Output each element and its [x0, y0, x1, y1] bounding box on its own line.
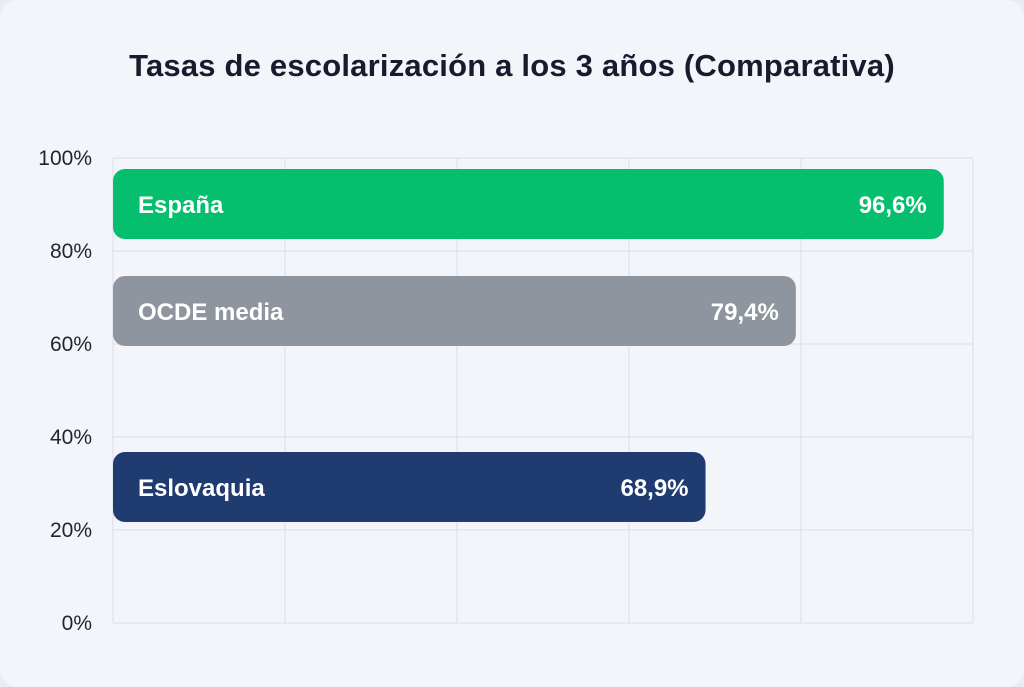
- y-tick-label: 40%: [50, 426, 92, 449]
- bar-value-label: 79,4%: [711, 299, 779, 326]
- y-tick-label: 20%: [50, 519, 92, 542]
- y-tick-label: 100%: [38, 147, 92, 170]
- y-tick-label: 80%: [50, 240, 92, 263]
- bars: España 96,6% OCDE media 79,4% Eslovaquia 68,9…: [113, 169, 944, 522]
- bar-value-label: 96,6%: [859, 192, 927, 219]
- y-axis-ticks: 0% 20% 40% 60% 80% 100%: [38, 147, 92, 635]
- chart-title: Tasas de escolarización a los 3 años (Co…: [129, 48, 895, 83]
- bar-category-label: Eslovaquia: [138, 475, 265, 502]
- bar-category-label: OCDE media: [138, 299, 284, 326]
- y-tick-label: 60%: [50, 333, 92, 356]
- bar: [113, 276, 796, 346]
- bar-value-label: 68,9%: [620, 475, 688, 502]
- bar: [113, 452, 706, 522]
- bar: [113, 169, 944, 239]
- y-tick-label: 0%: [62, 612, 92, 635]
- bar-category-label: España: [138, 192, 224, 219]
